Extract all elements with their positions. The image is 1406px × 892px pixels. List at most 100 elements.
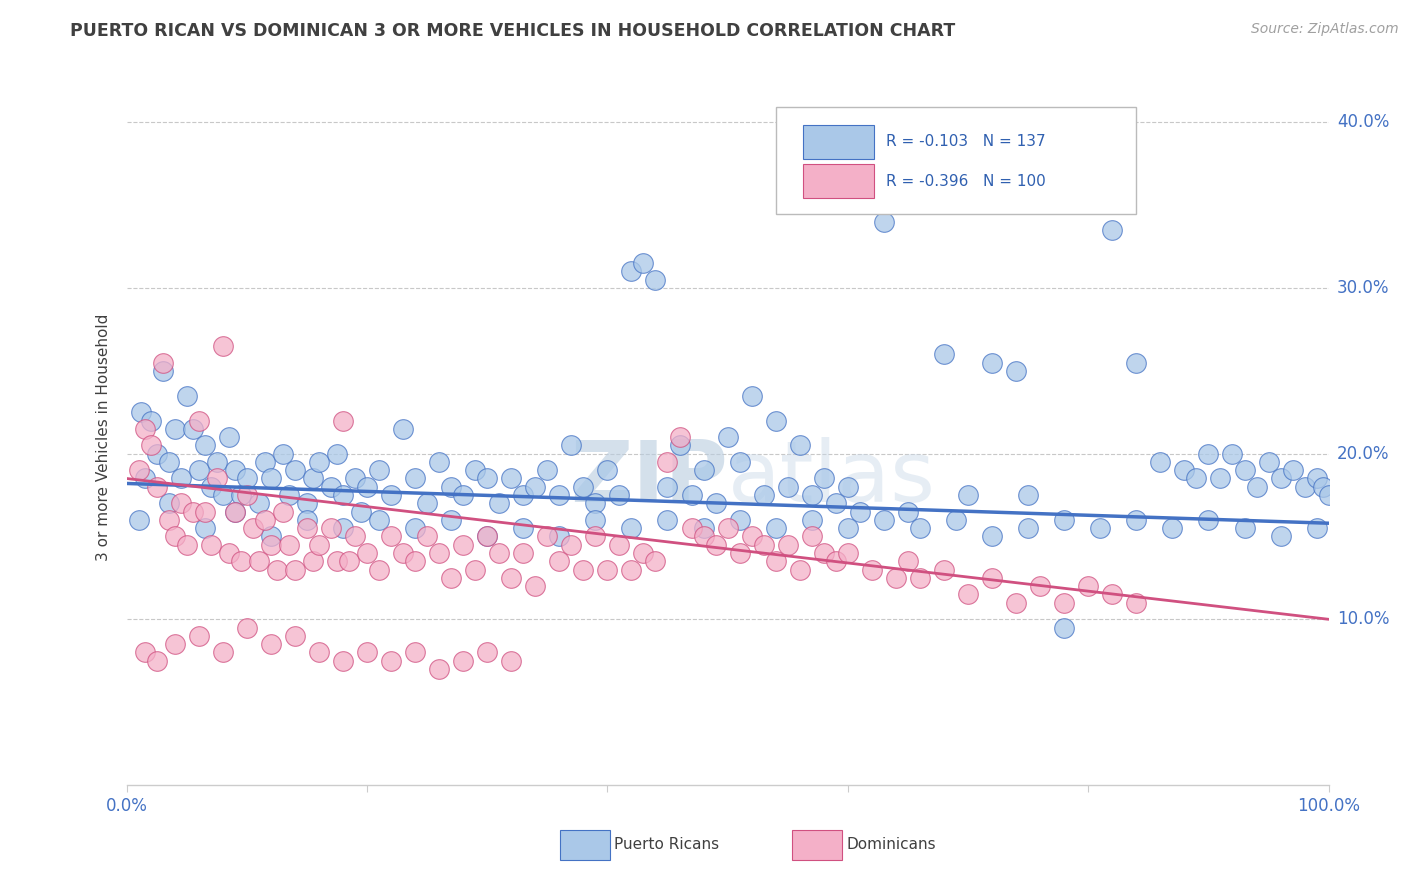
Point [181,505,204,519]
Point [392,546,415,560]
Point [1270,529,1292,543]
Point [824,554,846,568]
Text: Dominicans: Dominicans [846,838,936,852]
Point [945,513,967,527]
Point [1029,579,1052,593]
Point [1294,480,1316,494]
Point [128,513,150,527]
Point [488,546,510,560]
Point [157,496,180,510]
Point [145,480,167,494]
Point [368,513,391,527]
Point [668,438,690,452]
Point [728,455,751,469]
Point [956,488,979,502]
Point [253,513,276,527]
Point [1305,471,1327,485]
Point [157,513,180,527]
Point [200,538,222,552]
Point [224,463,246,477]
Point [451,538,474,552]
Point [295,513,318,527]
Text: 30.0%: 30.0% [1337,279,1389,297]
Point [260,529,283,543]
Point [657,480,679,494]
Point [218,546,240,560]
Point [1125,513,1147,527]
Point [776,480,799,494]
Point [765,554,787,568]
Point [716,521,740,535]
Point [1090,521,1112,535]
Point [512,546,534,560]
Point [981,355,1004,369]
Point [1077,140,1099,154]
Point [277,538,299,552]
Point [1197,447,1219,461]
Point [260,637,283,651]
Point [247,496,270,510]
Point [129,405,152,419]
Point [326,447,349,461]
Point [765,413,787,427]
Point [332,488,354,502]
Point [229,488,252,502]
Point [163,422,186,436]
Point [668,430,690,444]
Point [620,563,643,577]
Point [145,654,167,668]
Point [187,629,209,643]
Point [873,215,896,229]
Point [218,430,240,444]
Point [343,471,366,485]
Text: 10.0%: 10.0% [1337,610,1389,628]
Point [644,273,666,287]
Point [524,579,547,593]
Point [1053,513,1076,527]
Point [134,645,156,659]
Point [692,463,714,477]
Point [235,621,259,635]
Point [308,455,330,469]
Point [1281,463,1303,477]
Point [404,471,426,485]
Point [1209,471,1232,485]
Point [368,463,391,477]
Point [194,438,217,452]
Point [681,521,703,535]
Point [475,471,498,485]
Point [1005,596,1028,610]
Point [187,463,209,477]
Point [163,529,186,543]
Point [205,455,228,469]
Point [380,529,402,543]
Point [416,496,439,510]
Point [716,430,740,444]
Text: R = -0.396   N = 100: R = -0.396 N = 100 [886,174,1046,188]
Point [145,447,167,461]
Point [295,496,318,510]
Point [404,645,426,659]
Point [295,521,318,535]
Point [260,538,283,552]
Point [583,496,606,510]
Point [176,538,198,552]
Point [536,529,558,543]
Point [200,480,222,494]
Point [692,529,714,543]
FancyBboxPatch shape [803,164,875,198]
Point [583,529,606,543]
Point [152,364,174,378]
Point [302,471,325,485]
Point [319,521,342,535]
Point [1053,621,1076,635]
Point [1312,480,1334,494]
Point [440,513,463,527]
Point [908,571,931,585]
Point [475,529,498,543]
Point [728,546,751,560]
Point [440,480,463,494]
Point [1305,521,1327,535]
Point [501,571,523,585]
Point [800,529,823,543]
